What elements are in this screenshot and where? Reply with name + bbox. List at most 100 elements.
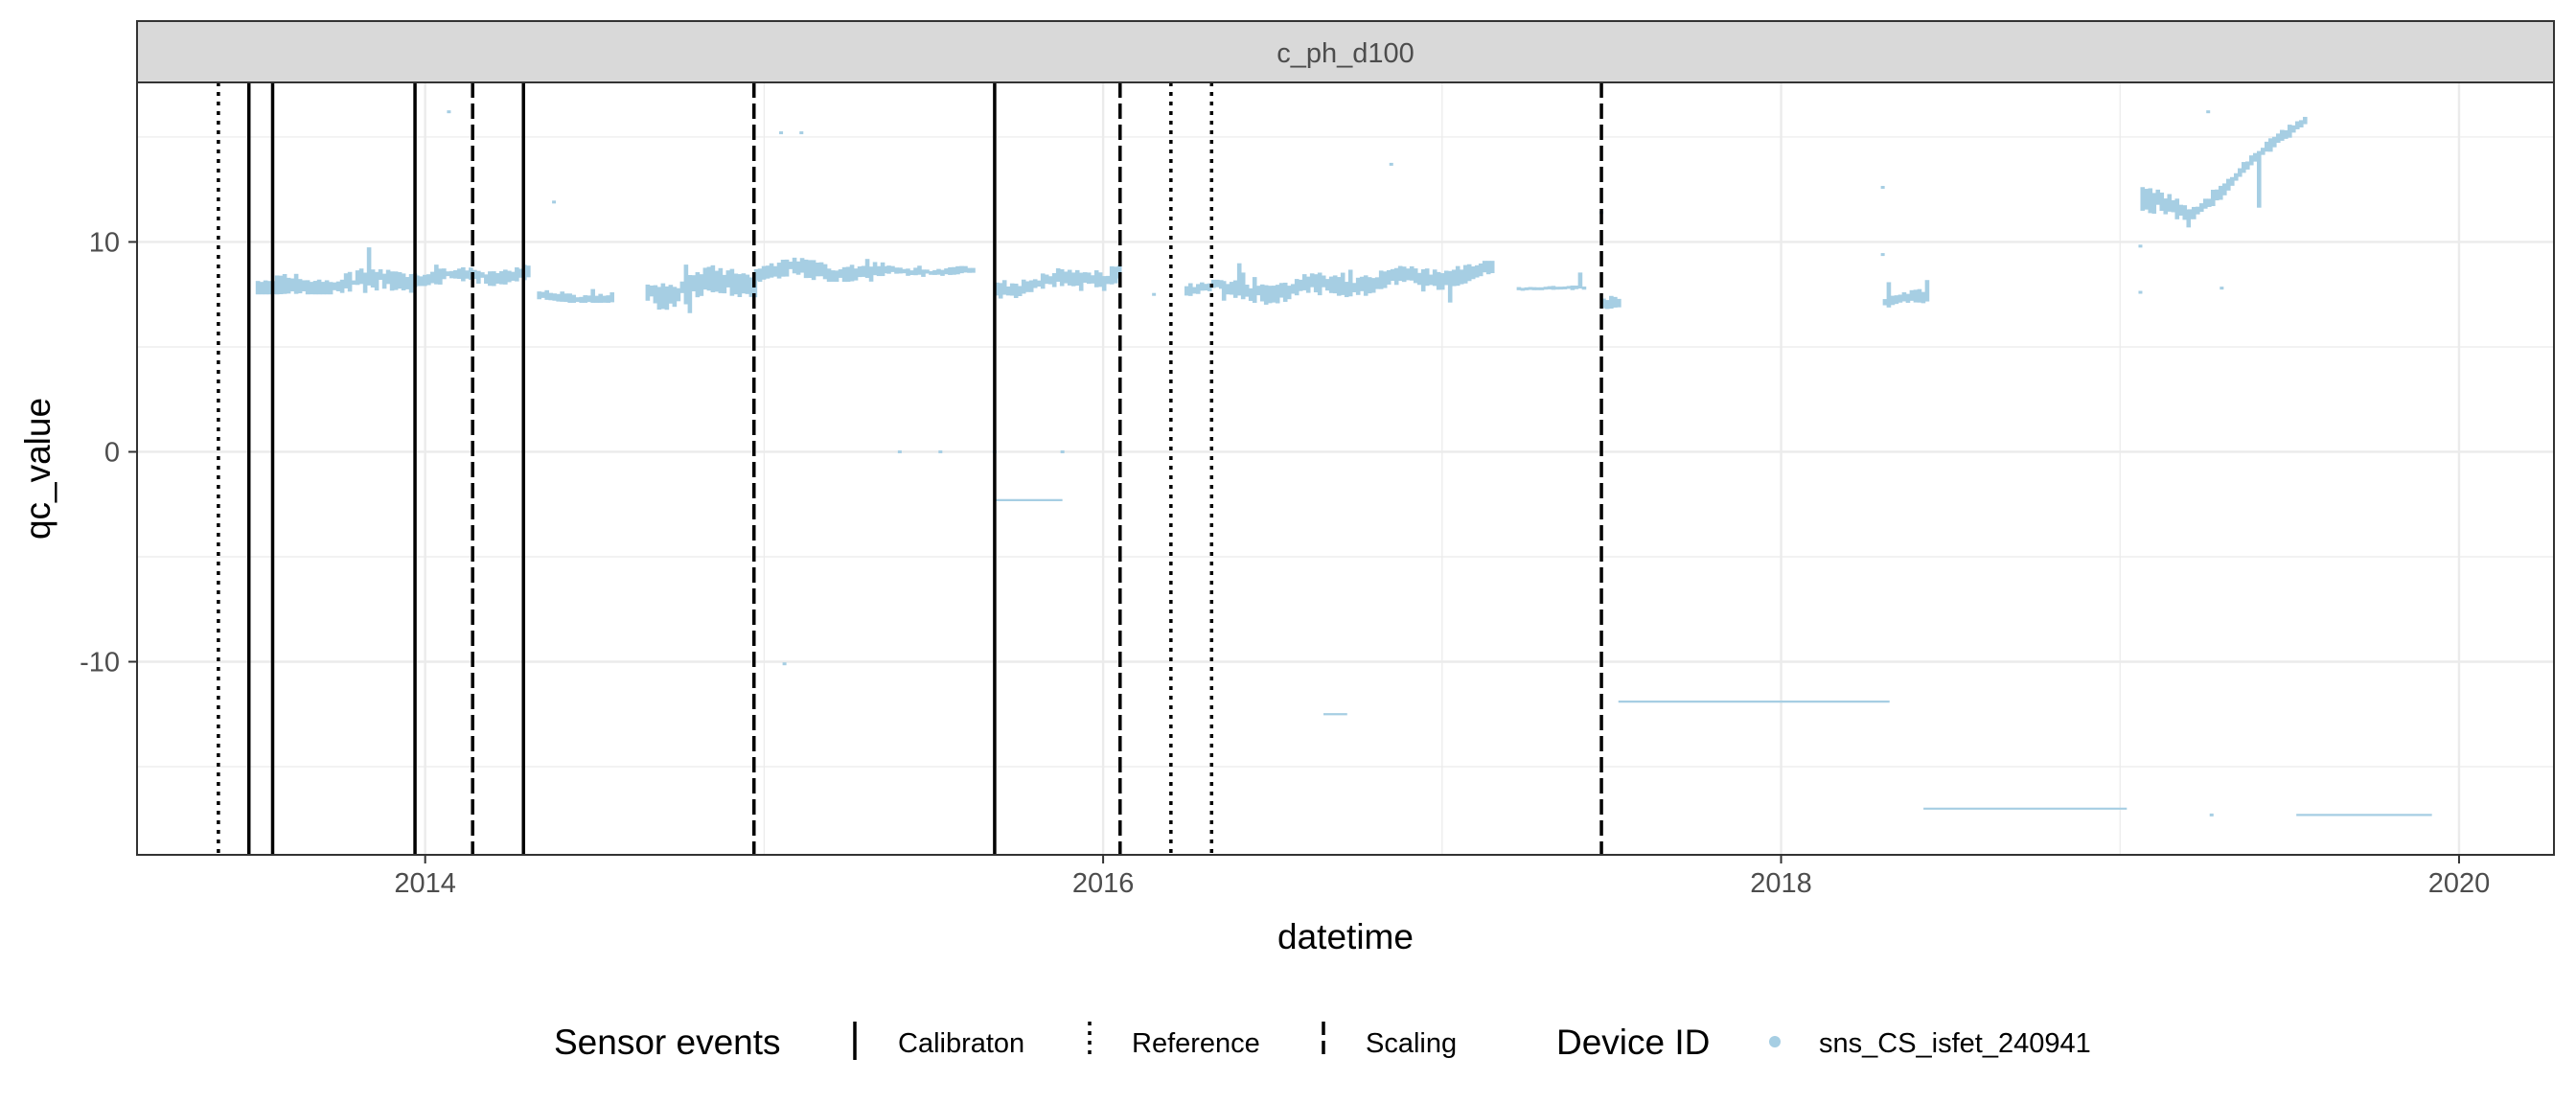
data-point-column [2214, 189, 2220, 201]
data-point-column [320, 282, 326, 295]
data-point-column [1566, 286, 1572, 289]
data-point [938, 449, 943, 453]
data-point-column [1570, 285, 1576, 290]
data-point-column [1520, 288, 1526, 291]
data-point-column [434, 264, 439, 285]
data-point-column [737, 274, 743, 297]
data-point-column [1363, 275, 1368, 296]
data-point-column [932, 269, 937, 275]
data-point-column [1116, 264, 1122, 279]
data-point-column [702, 267, 708, 290]
data-point-column [442, 268, 447, 280]
y-tick-label: -10 [80, 648, 120, 678]
data-point-column [446, 271, 450, 277]
data-point [897, 449, 902, 453]
data-point-column [1248, 288, 1254, 301]
y-tick-label: 0 [104, 437, 120, 468]
data-point-column [955, 265, 960, 275]
data-point-column [1367, 277, 1372, 294]
data-point-column [1109, 265, 1115, 285]
data-point-column [795, 261, 801, 275]
data-point [779, 131, 784, 135]
data-point-column [606, 295, 610, 303]
data-point-column [389, 271, 395, 291]
data-point-column [691, 275, 697, 292]
data-point-column [1328, 276, 1334, 293]
data-point-column [1344, 282, 1349, 298]
data-point-column [1413, 268, 1418, 284]
data-point-column [1255, 286, 1261, 296]
data-point-column [668, 285, 674, 304]
data-point-column [602, 295, 607, 303]
data-point-column [507, 270, 512, 283]
data-point-column [1203, 284, 1208, 291]
data-point-column [286, 277, 291, 294]
data-point-column [1901, 291, 1907, 302]
data-point-column [2237, 168, 2242, 177]
legend-key-device [1769, 1036, 1781, 1047]
data-point-column [453, 269, 458, 279]
data-point-column [1539, 287, 1545, 290]
data-point-column [1317, 272, 1322, 296]
data-point-column [332, 282, 337, 290]
data-point-column [898, 267, 903, 274]
data-point-column [1390, 268, 1395, 282]
legend-label-calibration: Calibraton [898, 1028, 1024, 1059]
data-point-column [799, 258, 805, 273]
data-point-column [293, 273, 299, 294]
data-point-column [967, 267, 972, 273]
legend-label-device: sns_CS_isfet_240941 [1819, 1028, 2091, 1059]
data-point-column [1229, 282, 1234, 295]
data-point-column [1455, 265, 1460, 287]
data-point-column [653, 285, 658, 304]
data-point-column [1047, 276, 1053, 285]
data-point-column [1439, 273, 1445, 290]
data-point-column [1482, 261, 1487, 273]
data-point-column [1605, 300, 1610, 310]
data-point-column [1882, 299, 1888, 306]
data-point-column [1581, 286, 1587, 290]
data-point-column [1195, 284, 1201, 294]
data-point-column [1909, 289, 1915, 301]
data-point-column [1359, 276, 1365, 291]
data-point-column [564, 293, 568, 303]
data-point-column [2221, 183, 2227, 196]
data-point-column [312, 281, 318, 295]
data-point-column [1282, 282, 1288, 302]
data-point-column [902, 268, 907, 274]
data-point-column [1370, 278, 1376, 293]
data-point-column [1478, 263, 1484, 277]
data-point-column [994, 282, 1000, 296]
data-point-column [1032, 279, 1038, 288]
data-point-column [1036, 280, 1042, 288]
data-point-column [404, 277, 410, 289]
data-point-column [1420, 268, 1426, 292]
data-point-column [815, 263, 820, 277]
plot-panel-border [136, 81, 2555, 856]
data-point-column [2294, 121, 2300, 129]
data-point-column [2210, 190, 2216, 207]
data-point-column [971, 267, 976, 273]
data-point-column [672, 287, 678, 308]
sensor-event-lines [217, 82, 1603, 855]
data-point-column [415, 275, 420, 287]
data-point-column [2283, 129, 2288, 139]
data-point-column [1199, 282, 1205, 291]
data-point-column [2174, 198, 2180, 219]
data-point-column [266, 281, 272, 295]
data-point-column [552, 293, 557, 301]
data-point-column [1393, 267, 1399, 286]
data-point-column [2225, 178, 2231, 191]
data-point-column [1340, 272, 1346, 295]
legend: Sensor events Calibraton Reference Scali… [554, 1022, 2091, 1062]
data-point-column [381, 273, 387, 289]
data-point-column [952, 266, 956, 275]
data-point-column [278, 275, 284, 295]
data-point-column [2287, 125, 2292, 138]
data-point-column [929, 270, 933, 275]
data-point [552, 200, 557, 204]
data-point-column [894, 267, 899, 274]
data-point-column [518, 268, 523, 278]
data-point-column [1051, 273, 1057, 288]
data-point-column [753, 268, 759, 281]
